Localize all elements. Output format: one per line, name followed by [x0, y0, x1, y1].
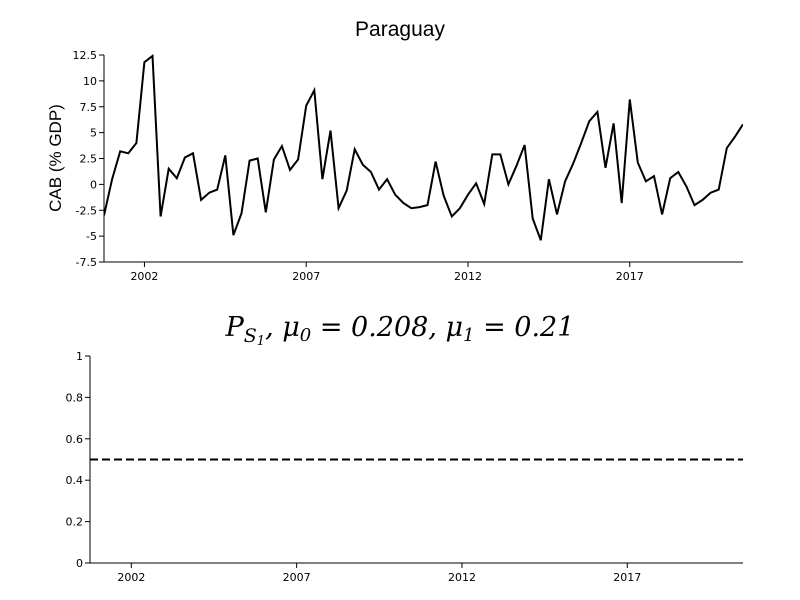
- x-ticks-2: 2002 2007 2012 2017: [117, 563, 641, 584]
- y-tick-label: 0.2: [66, 516, 84, 529]
- y-tick-label: 10: [83, 75, 97, 88]
- y-tick-label: 7.5: [80, 101, 98, 114]
- x-tick-label: 2012: [454, 270, 482, 283]
- chart-title: Paraguay: [355, 18, 445, 41]
- x-tick-label: 2017: [613, 571, 641, 584]
- y-axis-label: CAB (% GDP): [46, 104, 65, 212]
- x-tick-label: 2002: [130, 270, 158, 283]
- y-tick-label: 0.4: [66, 474, 84, 487]
- y-tick-label: 0: [76, 557, 83, 570]
- y-ticks: -7.5 -5 -2.5 0 2.5 5 7.5 10 12.5: [73, 49, 104, 269]
- y-tick-label: 12.5: [73, 49, 98, 62]
- y-ticks-2: 0 0.2 0.4 0.6 0.8 1: [66, 350, 90, 570]
- y-tick-label: -5: [86, 230, 97, 243]
- x-tick-label: 2002: [117, 571, 145, 584]
- probability-chart: PS1, μ0 = 0.208, μ1 = 0.21 0 0.2 0.4 0.6 0.8…: [66, 312, 743, 584]
- y-tick-label: -7.5: [76, 256, 97, 269]
- cab-chart: Paraguay CAB (% GDP) -7.5 -5 -2.5 0 2.5 5 7.5 1…: [46, 18, 743, 283]
- y-tick-label: 1: [76, 350, 83, 363]
- y-tick-label: 0.6: [66, 433, 84, 446]
- x-ticks: 2002 2007 2012 2017: [130, 262, 644, 283]
- y-tick-label: 0: [90, 178, 97, 191]
- x-tick-label: 2007: [292, 270, 320, 283]
- y-tick-label: 5: [90, 127, 97, 140]
- chart-title-2: PS1, μ0 = 0.208, μ1 = 0.21: [225, 312, 575, 349]
- x-tick-label: 2017: [616, 270, 644, 283]
- y-tick-label: -2.5: [76, 204, 97, 217]
- x-tick-label: 2007: [283, 571, 311, 584]
- x-tick-label: 2012: [448, 571, 476, 584]
- y-tick-label: 2.5: [80, 153, 98, 166]
- cab-series-line: [104, 54, 743, 241]
- y-tick-label: 0.8: [66, 391, 84, 404]
